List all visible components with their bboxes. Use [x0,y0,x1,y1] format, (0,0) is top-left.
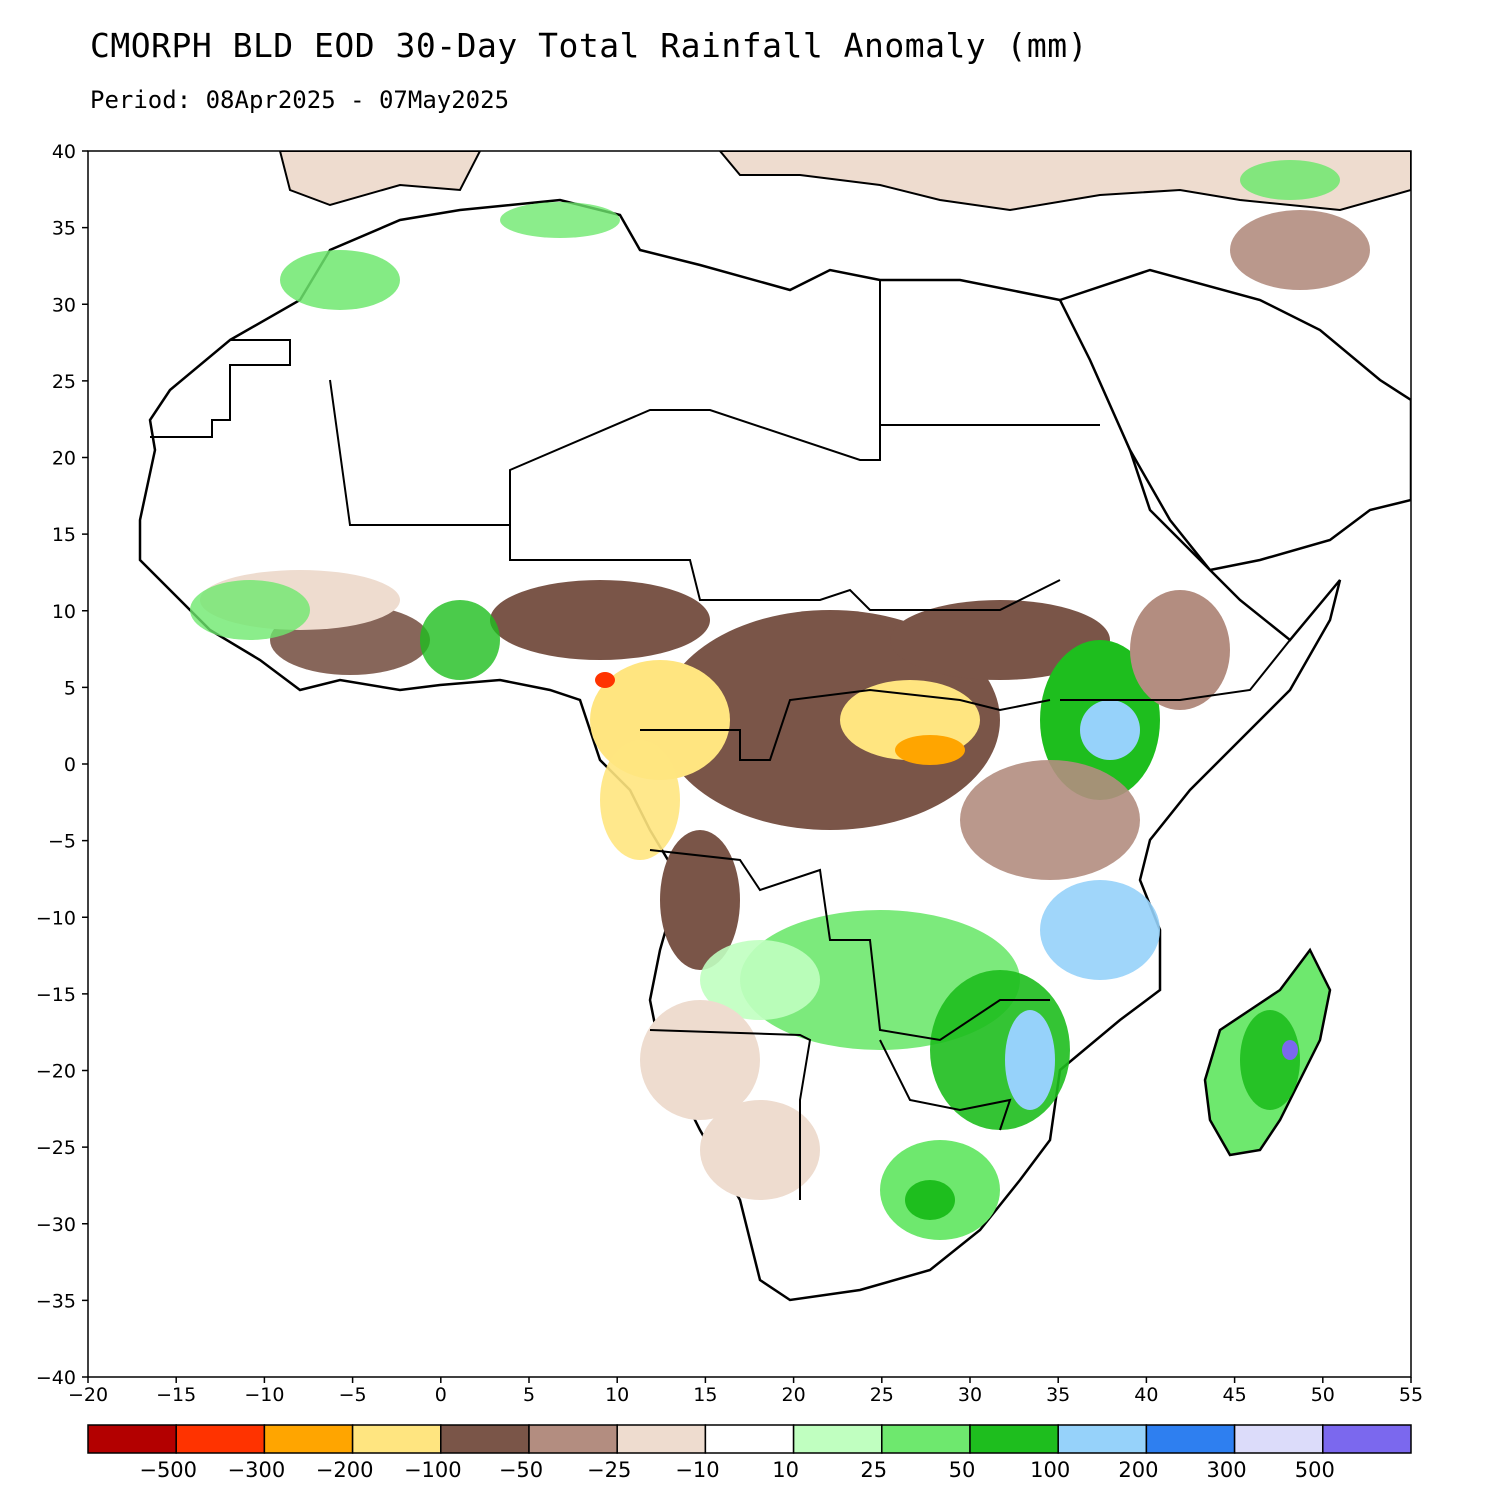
colorbar-label: −300 [228,1458,286,1482]
europe-landmass [278,151,1411,212]
colorbar-swatch [440,1424,530,1454]
colorbar-swatch [1057,1424,1148,1454]
colorbar-swatch [87,1424,177,1454]
lon-tick-label: 20 [782,1384,806,1406]
colorbar-swatch [881,1424,971,1454]
lon-tick-label: 50 [1311,1384,1335,1406]
lon-tick-label: −10 [244,1384,284,1406]
colorbar-label: 25 [860,1458,887,1482]
colorbar-label: −100 [404,1458,462,1482]
lon-tick-label: −15 [156,1384,196,1406]
colorbar-swatch [616,1424,707,1454]
colorbar-swatch [1233,1424,1324,1454]
colorbar-swatch [263,1424,354,1454]
colorbar-swatch [175,1424,266,1454]
lon-tick-label: 5 [523,1384,535,1406]
lat-tick-label: 35 [52,218,76,240]
lat-tick-label: −25 [36,1137,76,1159]
lat-tick-label: 25 [52,371,76,393]
map-plot-area [138,151,1411,1302]
colorbar-swatch [792,1424,883,1454]
lat-tick-label: 0 [64,754,76,776]
lat-tick-label: −15 [36,984,76,1006]
colorbar-swatch [969,1424,1059,1454]
colorbar-label: 10 [772,1458,799,1482]
colorbar-swatch [528,1424,618,1454]
colorbar: −500 −300 −200 −100 −50 −25 −10 10 25 50 100 200 300… [87,1424,1412,1482]
lon-tick-label: 30 [958,1384,982,1406]
lat-tick-label: −5 [48,831,76,853]
lat-tick-label: −20 [36,1061,76,1083]
lon-tick-label: 40 [1134,1384,1158,1406]
lat-tick-label: 30 [52,294,76,316]
colorbar-swatch [704,1424,795,1454]
lat-tick-label: −10 [36,907,76,929]
lon-tick-label: 0 [435,1384,447,1406]
lat-tick-label: −40 [36,1367,76,1389]
colorbar-label: 100 [1030,1458,1070,1482]
arabia-landmass [1058,268,1411,572]
lon-tick-label: 45 [1223,1384,1247,1406]
colorbar-swatch [1322,1424,1412,1454]
lon-tick-label: 25 [870,1384,894,1406]
lat-tick-label: −35 [36,1290,76,1312]
lat-tick-label: 5 [64,677,76,699]
lon-tick-label: −20 [68,1384,108,1406]
lon-tick-label: 15 [693,1384,717,1406]
colorbar-label: 200 [1118,1458,1158,1482]
longitude-axis: −20 −15 −10 −5 0 5 10 15 20 25 30 35 40 45 50 55 [68,1377,1423,1406]
lon-tick-label: 55 [1399,1384,1423,1406]
lon-tick-label: 10 [605,1384,629,1406]
anomaly-patches [190,160,1370,1240]
lat-tick-label: 10 [52,601,76,623]
colorbar-swatch [351,1424,442,1454]
colorbar-label: −500 [139,1458,197,1482]
lat-tick-label: 20 [52,448,76,470]
lat-tick-label: 15 [52,524,76,546]
latitude-axis: 40 35 30 25 20 15 10 5 0 −5 −10 −15 −20 −25 −30 −35 −40 [36,141,88,1389]
colorbar-label: −50 [499,1458,543,1482]
colorbar-label: −10 [675,1458,719,1482]
lon-tick-label: −5 [339,1384,367,1406]
colorbar-label: −200 [316,1458,374,1482]
lat-tick-label: −30 [36,1214,76,1236]
map-title: CMORPH BLD EOD 30-Day Total Rainfall Ano… [90,26,1089,65]
colorbar-label: −25 [587,1458,631,1482]
colorbar-swatch [1145,1424,1236,1454]
colorbar-label: 50 [949,1458,976,1482]
lon-tick-label: 35 [1046,1384,1070,1406]
country-borders [150,280,1291,1200]
lat-tick-label: 40 [52,141,76,163]
map-subtitle: Period: 08Apr2025 - 07May2025 [90,86,510,114]
colorbar-label: 300 [1207,1458,1247,1482]
colorbar-label: 500 [1295,1458,1335,1482]
